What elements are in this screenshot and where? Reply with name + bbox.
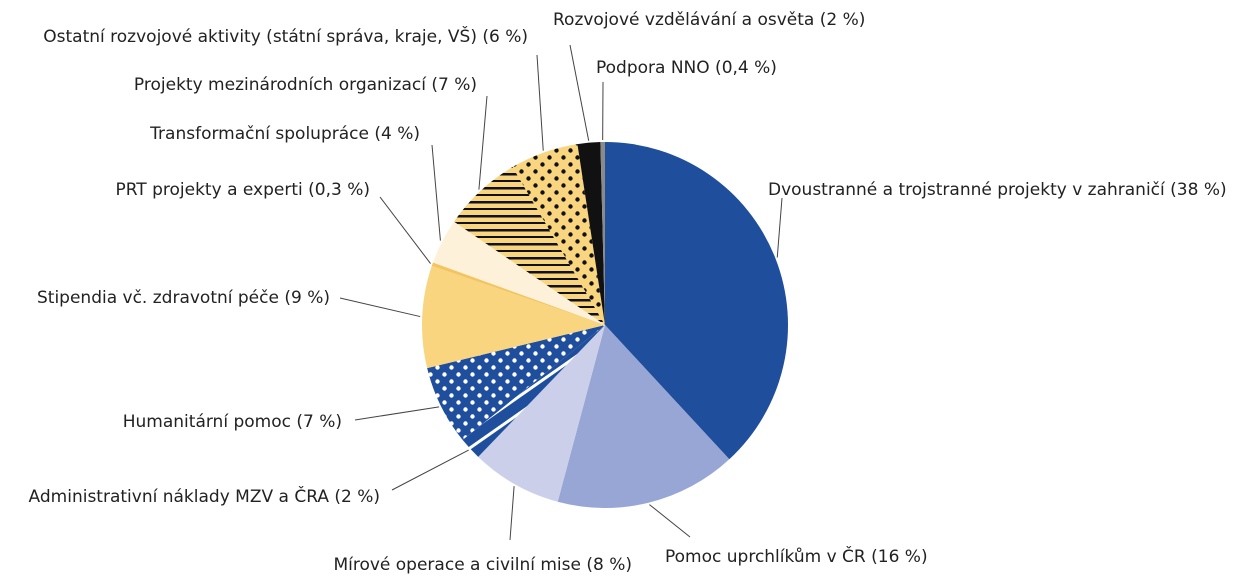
slice-label: PRT projekty a experti (0,3 %) <box>115 180 370 200</box>
slice-label: Humanitární pomoc (7 %) <box>123 412 342 432</box>
slice-label: Pomoc uprchlíkům v ČR (16 %) <box>665 545 928 567</box>
leader-line <box>479 96 487 190</box>
leader-line <box>777 198 782 258</box>
leader-line <box>380 197 431 264</box>
leader-line <box>392 450 469 490</box>
slice-label: Rozvojové vzdělávání a osvěta (2 %) <box>553 10 865 30</box>
slice-label: Dvoustranné a trojstranné projekty v zah… <box>768 180 1227 200</box>
leader-line <box>537 55 543 151</box>
slice-label: Mírové operace a civilní mise (8 %) <box>333 555 632 575</box>
slice-label: Projekty mezinárodních organizací (7 %) <box>134 75 477 95</box>
slice-label: Transformační spolupráce (4 %) <box>149 124 420 144</box>
leader-line <box>432 145 440 241</box>
leader-line <box>340 298 420 317</box>
leader-line <box>570 45 589 141</box>
leader-line <box>355 407 439 420</box>
leader-line <box>649 505 690 537</box>
slice-label: Podpora NNO (0,4 %) <box>596 58 777 78</box>
slice-label: Ostatní rozvojové aktivity (státní správ… <box>43 25 528 47</box>
slice-label: Administrativní náklady MZV a ČRA (2 %) <box>29 485 380 507</box>
slice-label: Stipendia vč. zdravotní péče (9 %) <box>37 288 330 308</box>
leader-line <box>510 486 514 540</box>
